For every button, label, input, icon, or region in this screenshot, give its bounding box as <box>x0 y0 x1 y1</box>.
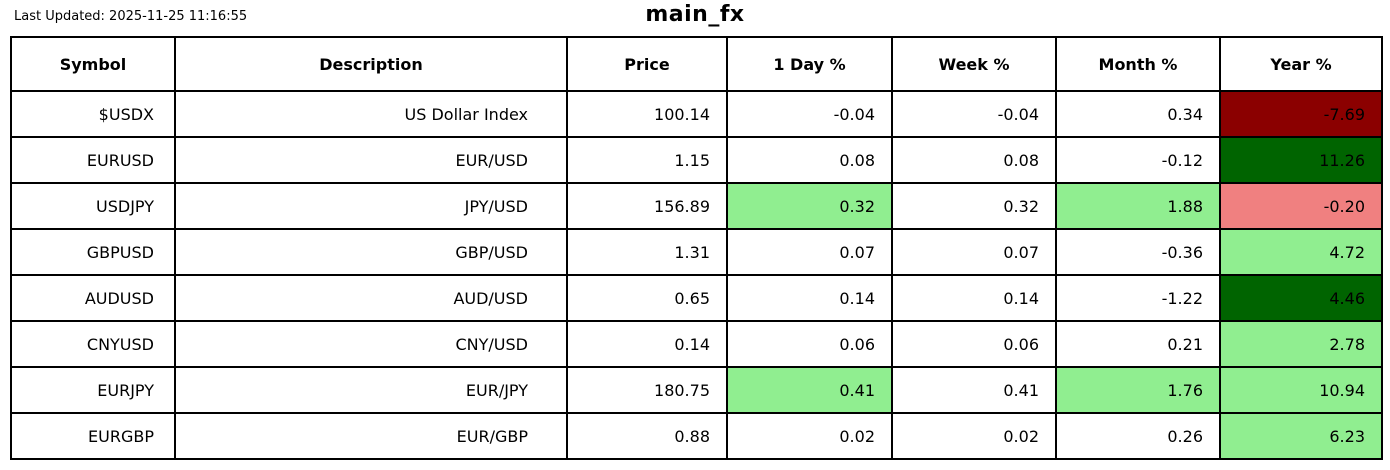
cell-symbol: $USDX <box>10 90 176 138</box>
cell-day: 0.14 <box>726 274 893 322</box>
column-header-description: Description <box>174 36 568 92</box>
cell-year: 4.46 <box>1219 274 1383 322</box>
table-row-usdx: $USDX US Dollar Index 100.14 -0.04 -0.04 0.34… <box>10 90 1383 138</box>
table-row-eurjpy: EURJPY EUR/JPY 180.75 0.41 0.41 1.76 10.94 <box>10 366 1383 414</box>
table-row-audusd: AUDUSD AUD/USD 0.65 0.14 0.14 -1.22 4.46 <box>10 274 1383 322</box>
cell-description: EUR/JPY <box>174 366 568 414</box>
cell-month: 0.21 <box>1055 320 1221 368</box>
cell-description: EUR/GBP <box>174 412 568 460</box>
column-header-week: Week % <box>891 36 1057 92</box>
cell-symbol: CNYUSD <box>10 320 176 368</box>
cell-month: 1.88 <box>1055 182 1221 230</box>
cell-description: GBP/USD <box>174 228 568 276</box>
column-header-day: 1 Day % <box>726 36 893 92</box>
cell-symbol: EURUSD <box>10 136 176 184</box>
table-row-eurusd: EURUSD EUR/USD 1.15 0.08 0.08 -0.12 11.26 <box>10 136 1383 184</box>
cell-symbol: AUDUSD <box>10 274 176 322</box>
cell-week: 0.32 <box>891 182 1057 230</box>
cell-symbol: GBPUSD <box>10 228 176 276</box>
cell-description: EUR/USD <box>174 136 568 184</box>
cell-year: 2.78 <box>1219 320 1383 368</box>
cell-week: -0.04 <box>891 90 1057 138</box>
cell-description: JPY/USD <box>174 182 568 230</box>
cell-week: 0.14 <box>891 274 1057 322</box>
cell-day: -0.04 <box>726 90 893 138</box>
cell-year: -0.20 <box>1219 182 1383 230</box>
cell-price: 100.14 <box>566 90 728 138</box>
cell-price: 180.75 <box>566 366 728 414</box>
cell-week: 0.02 <box>891 412 1057 460</box>
cell-year: 10.94 <box>1219 366 1383 414</box>
cell-year: 6.23 <box>1219 412 1383 460</box>
cell-price: 0.65 <box>566 274 728 322</box>
cell-price: 0.88 <box>566 412 728 460</box>
cell-day: 0.08 <box>726 136 893 184</box>
cell-day: 0.41 <box>726 366 893 414</box>
header-row: Symbol Description Price 1 Day % Week % Month… <box>10 36 1383 92</box>
column-header-month: Month % <box>1055 36 1221 92</box>
cell-week: 0.06 <box>891 320 1057 368</box>
table-row-eurgbp: EURGBP EUR/GBP 0.88 0.02 0.02 0.26 6.23 <box>10 412 1383 460</box>
column-header-symbol: Symbol <box>10 36 176 92</box>
cell-price: 1.15 <box>566 136 728 184</box>
cell-description: CNY/USD <box>174 320 568 368</box>
cell-month: 0.34 <box>1055 90 1221 138</box>
cell-symbol: USDJPY <box>10 182 176 230</box>
cell-symbol: EURGBP <box>10 412 176 460</box>
cell-price: 1.31 <box>566 228 728 276</box>
cell-month: -0.12 <box>1055 136 1221 184</box>
last-updated-text: Last Updated: 2025-11-25 11:16:55 <box>14 9 248 24</box>
cell-day: 0.06 <box>726 320 893 368</box>
cell-symbol: EURJPY <box>10 366 176 414</box>
cell-price: 0.14 <box>566 320 728 368</box>
cell-day: 0.02 <box>726 412 893 460</box>
cell-week: 0.08 <box>891 136 1057 184</box>
cell-price: 156.89 <box>566 182 728 230</box>
table-row-cnyusd: CNYUSD CNY/USD 0.14 0.06 0.06 0.21 2.78 <box>10 320 1383 368</box>
cell-year: 11.26 <box>1219 136 1383 184</box>
cell-year: 4.72 <box>1219 228 1383 276</box>
cell-description: AUD/USD <box>174 274 568 322</box>
cell-year: -7.69 <box>1219 90 1383 138</box>
fx-rates-table: Symbol Description Price 1 Day % Week % Month… <box>10 36 1383 460</box>
cell-day: 0.07 <box>726 228 893 276</box>
table-row-usdjpy: USDJPY JPY/USD 156.89 0.32 0.32 1.88 -0.20 <box>10 182 1383 230</box>
column-header-year: Year % <box>1219 36 1383 92</box>
cell-week: 0.07 <box>891 228 1057 276</box>
cell-day: 0.32 <box>726 182 893 230</box>
fx-table-body: $USDX US Dollar Index 100.14 -0.04 -0.04 0.34… <box>10 90 1383 460</box>
cell-month: 1.76 <box>1055 366 1221 414</box>
table-row-gbpusd: GBPUSD GBP/USD 1.31 0.07 0.07 -0.36 4.72 <box>10 228 1383 276</box>
cell-month: 0.26 <box>1055 412 1221 460</box>
cell-month: -1.22 <box>1055 274 1221 322</box>
cell-description: US Dollar Index <box>174 90 568 138</box>
cell-month: -0.36 <box>1055 228 1221 276</box>
column-header-price: Price <box>566 36 728 92</box>
cell-week: 0.41 <box>891 366 1057 414</box>
page-title: main_fx <box>645 2 745 27</box>
